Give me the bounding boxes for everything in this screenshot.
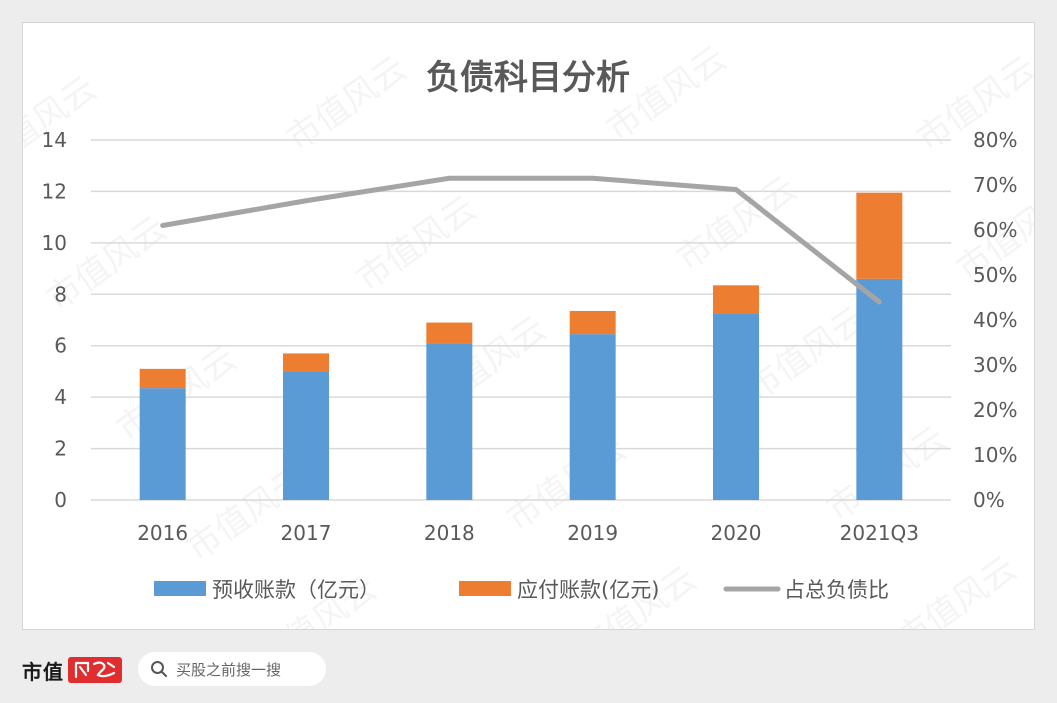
line-ratio — [160, 175, 882, 305]
legend-swatch — [459, 581, 511, 596]
bar-payables — [713, 285, 759, 314]
bar-prepayments — [569, 334, 616, 500]
bar-payables — [139, 368, 186, 389]
y-tick-label: 6 — [54, 334, 67, 358]
legend: 预收账款（亿元） 应付账款(亿元) 占总负债比 — [154, 578, 889, 602]
chart-title: 负债科目分析 — [426, 58, 630, 98]
y2-tick-label: 30% — [973, 353, 1017, 377]
bar-payables — [569, 311, 616, 335]
search-box[interactable]: 买股之前搜一搜 — [138, 652, 326, 686]
bar-payables — [283, 353, 329, 372]
y2-tick-label: 40% — [973, 308, 1017, 332]
y-axis-left: 0 2 4 6 8 10 12 14 — [42, 128, 67, 512]
y-tick-label: 12 — [42, 179, 67, 203]
x-tick-label: 2017 — [281, 521, 332, 545]
x-tick-label: 2019 — [567, 521, 618, 545]
watermark-text: 市值风云 — [280, 49, 414, 160]
search-icon — [151, 661, 167, 677]
bar-payables — [856, 192, 903, 279]
brand-stamp-icon — [68, 657, 122, 683]
y2-tick-label: 50% — [973, 263, 1017, 287]
legend-swatch — [154, 581, 206, 596]
bar-prepayments — [713, 313, 759, 500]
watermark-text: 市值风云 — [740, 299, 874, 410]
legend-label: 占总负债比 — [784, 578, 889, 602]
legend-label: 预收账款（亿元） — [212, 578, 380, 602]
y-tick-label: 2 — [54, 437, 67, 461]
y2-tick-label: 20% — [973, 398, 1017, 422]
brand-logo[interactable]: 市值 — [22, 657, 122, 684]
bar-prepayments — [283, 371, 329, 500]
x-tick-label: 2016 — [137, 521, 188, 545]
y-tick-label: 0 — [54, 488, 67, 512]
bar-payables — [426, 322, 473, 344]
watermark-text: 市值风云 — [890, 549, 1024, 629]
y2-tick-label: 70% — [973, 173, 1017, 197]
watermark-text: 市值风云 — [23, 69, 104, 180]
bar-prepayments — [139, 388, 186, 500]
y2-tick-label: 10% — [973, 443, 1017, 467]
bar-series — [139, 192, 903, 500]
watermark-text: 市值风云 — [350, 189, 484, 300]
bar-prepayments — [426, 343, 473, 500]
x-tick-label: 2021Q3 — [840, 521, 919, 545]
x-axis: 2016 2017 2018 2019 2020 2021Q3 — [137, 521, 919, 545]
y-tick-label: 8 — [54, 282, 67, 306]
bar-prepayments — [856, 278, 903, 500]
x-tick-label: 2018 — [424, 521, 475, 545]
legend-label: 应付账款(亿元) — [517, 578, 659, 602]
brand-name: 市值 — [22, 659, 64, 684]
footer-bar: 市值 买股之前搜一搜 — [0, 640, 1057, 703]
y-axis-right: 0% 10% 20% 30% 40% 50% 60% 70% 80% — [973, 128, 1017, 512]
y-tick-label: 4 — [54, 385, 67, 409]
line-series — [160, 175, 882, 305]
y-tick-label: 14 — [42, 128, 67, 152]
y2-tick-label: 80% — [973, 128, 1017, 152]
y2-tick-label: 60% — [973, 218, 1017, 242]
y-tick-label: 10 — [42, 231, 67, 255]
x-tick-label: 2020 — [711, 521, 762, 545]
y2-tick-label: 0% — [973, 488, 1005, 512]
search-placeholder: 买股之前搜一搜 — [176, 660, 282, 679]
chart-card: 市值风云 市值风云 市值风云 市值风云 市值风云 市值风云 市值风云 市值风云 市值风云 市值风云… — [22, 22, 1035, 630]
